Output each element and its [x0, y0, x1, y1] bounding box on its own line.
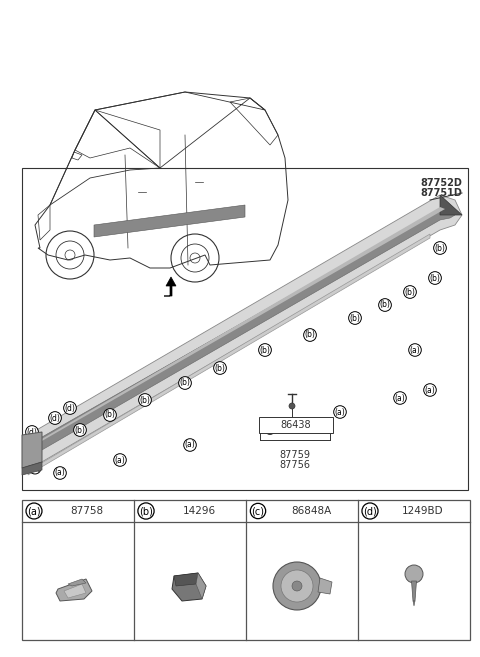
Polygon shape	[28, 195, 462, 470]
Text: (a): (a)	[264, 424, 276, 432]
Polygon shape	[413, 601, 415, 606]
Text: (b): (b)	[139, 506, 153, 516]
Text: 86438: 86438	[281, 420, 312, 430]
Text: (d): (d)	[363, 506, 377, 516]
Text: 87756: 87756	[279, 460, 311, 470]
Circle shape	[273, 562, 321, 610]
Text: (a): (a)	[395, 394, 406, 403]
Polygon shape	[56, 579, 92, 601]
Text: (c): (c)	[30, 463, 40, 472]
Text: (d): (d)	[65, 403, 75, 413]
Circle shape	[405, 565, 423, 583]
Text: 87751D: 87751D	[420, 188, 462, 198]
Text: (a): (a)	[115, 455, 125, 464]
Text: 87752D: 87752D	[420, 178, 462, 188]
Polygon shape	[28, 207, 445, 449]
Circle shape	[292, 581, 302, 591]
Text: (d): (d)	[26, 428, 37, 436]
Polygon shape	[94, 205, 245, 237]
Polygon shape	[22, 432, 42, 468]
Text: (b): (b)	[180, 378, 191, 388]
Circle shape	[281, 570, 313, 602]
Text: 87758: 87758	[71, 506, 104, 516]
Polygon shape	[440, 195, 462, 215]
Text: (a): (a)	[409, 346, 420, 355]
Text: (a): (a)	[55, 468, 65, 478]
Polygon shape	[172, 573, 206, 601]
Text: (b): (b)	[305, 330, 315, 340]
Text: (d): (d)	[49, 413, 60, 422]
FancyBboxPatch shape	[259, 417, 333, 433]
Text: (b): (b)	[349, 313, 360, 323]
Text: (b): (b)	[260, 346, 270, 355]
Text: (b): (b)	[380, 300, 390, 309]
Polygon shape	[318, 578, 332, 594]
Text: (a): (a)	[335, 407, 346, 417]
Text: 14296: 14296	[182, 506, 216, 516]
Text: (b): (b)	[215, 363, 226, 373]
Text: (a): (a)	[185, 440, 195, 449]
Polygon shape	[411, 581, 417, 601]
Polygon shape	[28, 234, 430, 475]
Text: 87759: 87759	[279, 450, 311, 460]
Text: (b): (b)	[405, 288, 415, 296]
Text: 86848A: 86848A	[291, 506, 331, 516]
Text: (a): (a)	[425, 386, 435, 394]
Polygon shape	[174, 573, 198, 586]
Text: (b): (b)	[430, 273, 441, 283]
Text: (b): (b)	[434, 244, 445, 252]
Polygon shape	[64, 584, 86, 598]
Polygon shape	[164, 277, 176, 296]
Text: (b): (b)	[74, 426, 85, 434]
Text: (b): (b)	[140, 396, 150, 405]
Polygon shape	[28, 210, 455, 458]
Polygon shape	[22, 462, 42, 475]
Circle shape	[289, 403, 295, 409]
Polygon shape	[196, 573, 206, 599]
Text: 1249BD: 1249BD	[402, 506, 444, 516]
Text: (c): (c)	[252, 506, 264, 516]
Polygon shape	[68, 579, 86, 586]
Text: (a): (a)	[27, 506, 41, 516]
Text: (b): (b)	[105, 411, 115, 420]
